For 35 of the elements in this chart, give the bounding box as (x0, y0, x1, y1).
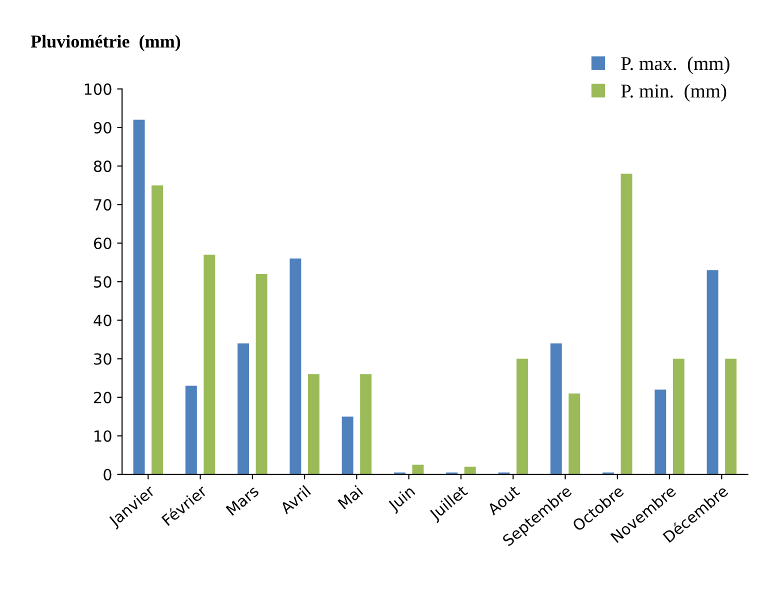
bar (620, 174, 632, 474)
bar (672, 358, 684, 474)
y-tick-label: 40 (94, 314, 112, 326)
y-tick-label: 50 (94, 276, 112, 288)
bar (238, 343, 250, 474)
y-tick-label: 60 (94, 238, 112, 250)
bar (204, 254, 216, 474)
bar (152, 185, 164, 474)
bar (706, 270, 718, 474)
bar (654, 390, 666, 474)
bar (360, 374, 372, 474)
chart-title: Pluviométrie (mm) (30, 34, 180, 52)
legend-label: P. max. (mm) (621, 56, 730, 74)
y-tick-label: 80 (94, 160, 112, 172)
bar (412, 464, 424, 474)
bar (568, 393, 580, 474)
bar (464, 466, 476, 474)
bar (725, 358, 737, 474)
bar (550, 343, 562, 474)
bar (185, 386, 197, 474)
y-tick-label: 70 (94, 199, 112, 211)
bar (256, 274, 268, 474)
y-tick-label: 100 (84, 83, 112, 95)
bar (308, 374, 320, 474)
x-tick-label: Mai (337, 485, 364, 510)
y-tick-label: 10 (94, 430, 112, 442)
y-tick-label: 30 (94, 353, 112, 365)
bar (133, 120, 145, 474)
bar (516, 358, 528, 474)
bar (290, 258, 302, 474)
y-tick-label: 20 (94, 392, 112, 404)
y-tick-label: 90 (94, 122, 112, 134)
bar (342, 416, 354, 474)
y-tick-label: 0 (104, 468, 112, 480)
legend-label: P. min. (mm) (621, 84, 726, 102)
